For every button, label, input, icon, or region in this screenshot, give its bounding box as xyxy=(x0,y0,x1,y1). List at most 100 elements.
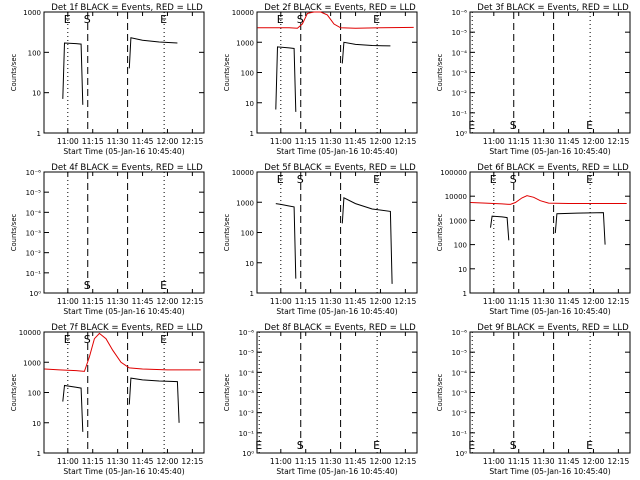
chart-panel-6: Det 6f BLACK = Events, RED = LLD Start Ti… xyxy=(436,163,631,316)
x-tick-label: 11:00 xyxy=(270,137,292,146)
event-marker-label: E xyxy=(468,119,475,132)
x-tick-label: 11:00 xyxy=(483,297,505,306)
x-tick-label: 11:15 xyxy=(508,457,530,466)
x-tick-label: 12:15 xyxy=(181,457,203,466)
data-series-line xyxy=(44,332,201,372)
y-tick-label: 10⁻¹ xyxy=(239,430,255,438)
x-tick-label: 12:15 xyxy=(607,297,629,306)
chart-panel-4: Det 4f BLACK = Events, RED = LLD Start Ti… xyxy=(10,163,205,316)
x-tick-label: 11:30 xyxy=(533,137,555,146)
y-tick-label: 100000 xyxy=(440,169,467,177)
x-tick-label: 12:15 xyxy=(607,457,629,466)
event-marker-label: E xyxy=(277,13,284,26)
x-axis-label: Start Time (05-Jan-16 10:45:40) xyxy=(63,307,184,316)
data-series-line xyxy=(341,197,393,284)
event-marker-label: S xyxy=(297,173,304,186)
y-tick-label: 10000 xyxy=(445,193,467,201)
x-axis-label: Start Time (05-Jan-16 10:45:40) xyxy=(276,467,397,476)
x-tick-label: 11:00 xyxy=(57,457,79,466)
y-tick-label: 1 xyxy=(250,290,254,298)
y-tick-label: 100 xyxy=(241,70,254,78)
chart-panel-7: Det 7f BLACK = Events, RED = LLD Start Ti… xyxy=(10,323,205,476)
y-axis-label: Counts/sec xyxy=(10,214,18,252)
y-tick-label: 10⁻⁶ xyxy=(452,9,468,17)
y-axis-label: Counts/sec xyxy=(436,214,444,252)
x-tick-label: 11:30 xyxy=(320,297,342,306)
y-tick-label: 10⁻³ xyxy=(452,390,468,398)
y-tick-label: 10⁻² xyxy=(26,250,42,258)
x-tick-label: 12:00 xyxy=(370,137,392,146)
y-tick-label: 10⁻⁵ xyxy=(239,349,255,357)
y-tick-label: 10⁻⁶ xyxy=(26,169,42,177)
y-tick-label: 10 xyxy=(32,90,41,98)
y-tick-label: 10⁰ xyxy=(242,450,254,458)
y-tick-label: 10 xyxy=(245,100,254,108)
x-tick-label: 12:00 xyxy=(583,137,605,146)
event-marker-label: E xyxy=(490,173,497,186)
event-marker-label: E xyxy=(160,333,167,346)
x-tick-label: 12:00 xyxy=(583,457,605,466)
data-series-line xyxy=(128,37,178,69)
x-tick-label: 11:00 xyxy=(483,137,505,146)
x-tick-label: 11:45 xyxy=(558,457,580,466)
x-tick-label: 12:00 xyxy=(370,297,392,306)
chart-title: Det 9f BLACK = Events, RED = LLD xyxy=(477,323,629,333)
plot-frame xyxy=(469,171,631,294)
y-tick-label: 10 xyxy=(32,420,41,428)
y-tick-label: 1000 xyxy=(236,199,254,207)
x-tick-label: 12:15 xyxy=(394,137,416,146)
event-marker-label: E xyxy=(373,13,380,26)
y-tick-label: 10⁻⁶ xyxy=(239,329,255,337)
x-axis-label: Start Time (05-Jan-16 10:45:40) xyxy=(63,147,184,156)
x-tick-label: 11:45 xyxy=(558,137,580,146)
y-tick-label: 10⁰ xyxy=(455,450,467,458)
chart-title: Det 2f BLACK = Events, RED = LLD xyxy=(264,3,416,13)
x-tick-label: 12:00 xyxy=(157,297,179,306)
x-tick-label: 11:30 xyxy=(107,297,129,306)
y-tick-label: 10⁻² xyxy=(452,410,468,418)
plot-frame xyxy=(469,11,631,134)
x-tick-label: 11:15 xyxy=(295,297,317,306)
y-tick-label: 100 xyxy=(454,242,467,250)
y-tick-label: 10⁻⁶ xyxy=(452,329,468,337)
event-marker-label: E xyxy=(160,279,167,292)
x-tick-label: 11:15 xyxy=(508,137,530,146)
x-tick-label: 11:00 xyxy=(270,457,292,466)
y-axis-label: Counts/sec xyxy=(10,54,18,92)
plot-frame xyxy=(469,331,631,454)
event-marker-label: S xyxy=(84,279,91,292)
event-marker-label: E xyxy=(586,173,593,186)
y-tick-label: 10⁻³ xyxy=(239,390,255,398)
x-tick-label: 11:30 xyxy=(107,137,129,146)
chart-title: Det 4f BLACK = Events, RED = LLD xyxy=(51,163,203,173)
y-tick-label: 10⁻⁴ xyxy=(239,369,255,377)
x-tick-label: 11:45 xyxy=(132,297,154,306)
x-tick-label: 11:15 xyxy=(82,137,104,146)
event-marker-label: E xyxy=(64,333,71,346)
x-tick-label: 11:30 xyxy=(533,457,555,466)
x-tick-label: 12:15 xyxy=(394,297,416,306)
y-tick-label: 10⁻⁵ xyxy=(452,29,468,37)
x-tick-label: 11:30 xyxy=(107,457,129,466)
data-series-line xyxy=(275,46,297,112)
y-tick-label: 10⁻⁴ xyxy=(452,49,468,57)
y-tick-label: 10000 xyxy=(232,9,254,17)
y-tick-label: 10 xyxy=(245,260,254,268)
event-marker-label: E xyxy=(586,439,593,452)
x-tick-label: 12:00 xyxy=(157,137,179,146)
y-tick-label: 10⁻² xyxy=(452,90,468,98)
event-marker-label: S xyxy=(297,13,304,26)
x-axis-label: Start Time (05-Jan-16 10:45:40) xyxy=(276,147,397,156)
event-marker-label: E xyxy=(586,119,593,132)
y-axis-label: Counts/sec xyxy=(436,54,444,92)
x-tick-label: 11:30 xyxy=(320,137,342,146)
y-tick-label: 1000 xyxy=(236,39,254,47)
x-axis-label: Start Time (05-Jan-16 10:45:40) xyxy=(489,467,610,476)
x-tick-label: 12:00 xyxy=(157,457,179,466)
event-marker-label: S xyxy=(84,333,91,346)
chart-panel-1: Det 1f BLACK = Events, RED = LLD Start Ti… xyxy=(10,3,205,156)
event-marker-label: S xyxy=(84,13,91,26)
event-marker-label: S xyxy=(510,173,517,186)
x-axis-label: Start Time (05-Jan-16 10:45:40) xyxy=(63,467,184,476)
y-tick-label: 10⁻¹ xyxy=(452,110,468,118)
